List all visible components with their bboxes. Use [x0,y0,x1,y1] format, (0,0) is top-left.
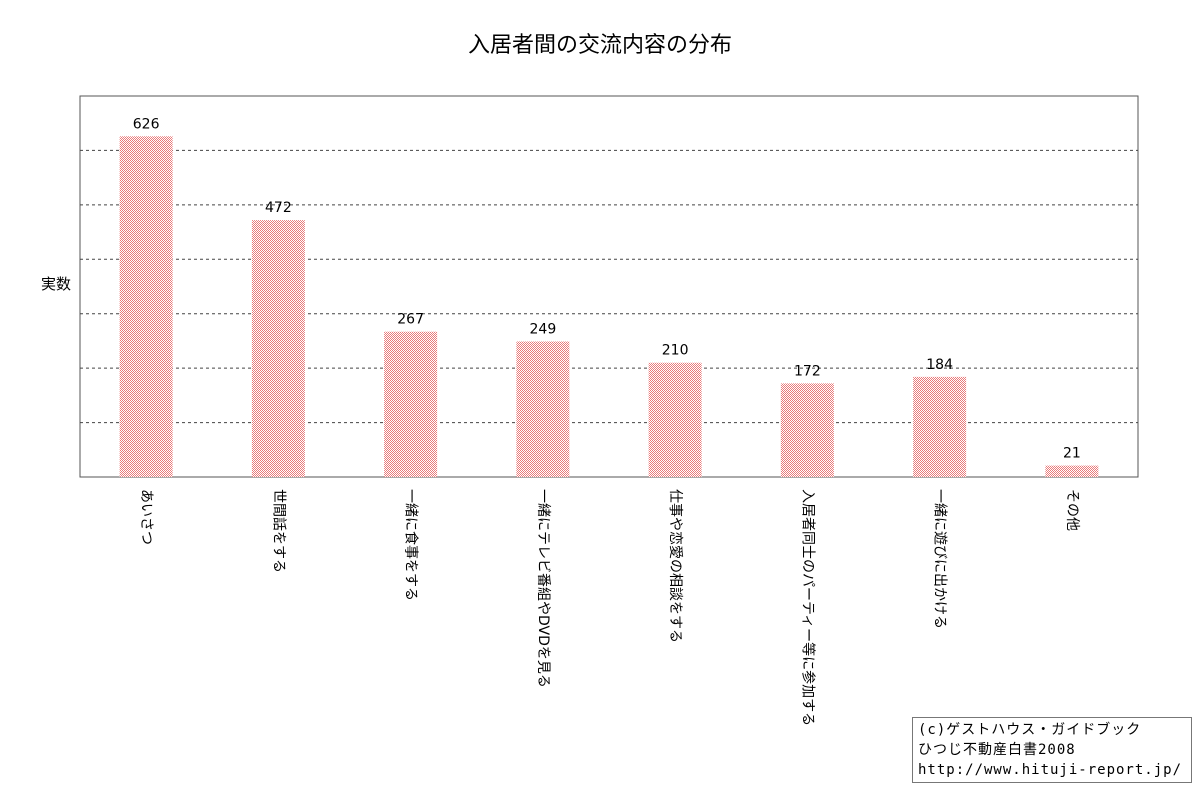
category-label: 世間話をする [270,489,287,573]
category-label: 仕事や恋愛の相談をする [667,489,684,643]
bars [119,136,1099,477]
plot-area [79,95,1139,478]
category-label: あいさつ [138,489,154,545]
y-axis-label: 実数 [41,275,71,293]
category-label: 一緒にテレビ番組やDVDを見る [535,489,551,688]
bar [516,341,570,477]
bar-value-label: 626 [133,116,160,132]
credit-line-2: ひつじ不動産白書2008 [918,742,1076,758]
bar-value-label: 249 [530,321,557,337]
bar-value-label: 21 [1063,446,1081,462]
category-label: その他 [1064,489,1080,531]
bar [251,220,305,477]
credit-line-1: (c)ゲストハウス・ガイドブック [918,722,1142,738]
credit-line-3: http://www.hituji-report.jp/ [918,762,1183,778]
bar-value-label: 184 [926,357,953,373]
credit-box: (c)ゲストハウス・ガイドブック ひつじ不動産白書2008 http://www… [912,717,1192,783]
bar [1045,465,1099,477]
bar-value-label: 172 [794,363,821,379]
category-label: 入居者同士のパーティー等に参加する [799,489,816,726]
bar-value-label: 267 [397,312,424,328]
gridlines [80,149,1138,424]
bar [648,362,702,477]
bar [913,376,967,477]
bar [384,331,438,477]
value-labels: 626 472 267 249 210 172 184 21 [133,116,1081,461]
bar-value-label: 472 [265,200,292,216]
bar [780,383,834,477]
category-label: 一緒に遊びに出かける [932,489,948,629]
category-labels: あいさつ 世間話をする 一緒に食事をする 一緒にテレビ番組やDVDを見る 仕事や恋愛の相… [138,489,1080,726]
bar-value-label: 210 [662,343,689,359]
bar [119,136,173,477]
chart-title: 入居者間の交流内容の分布 [468,33,732,58]
category-label: 一緒に食事をする [403,489,420,601]
